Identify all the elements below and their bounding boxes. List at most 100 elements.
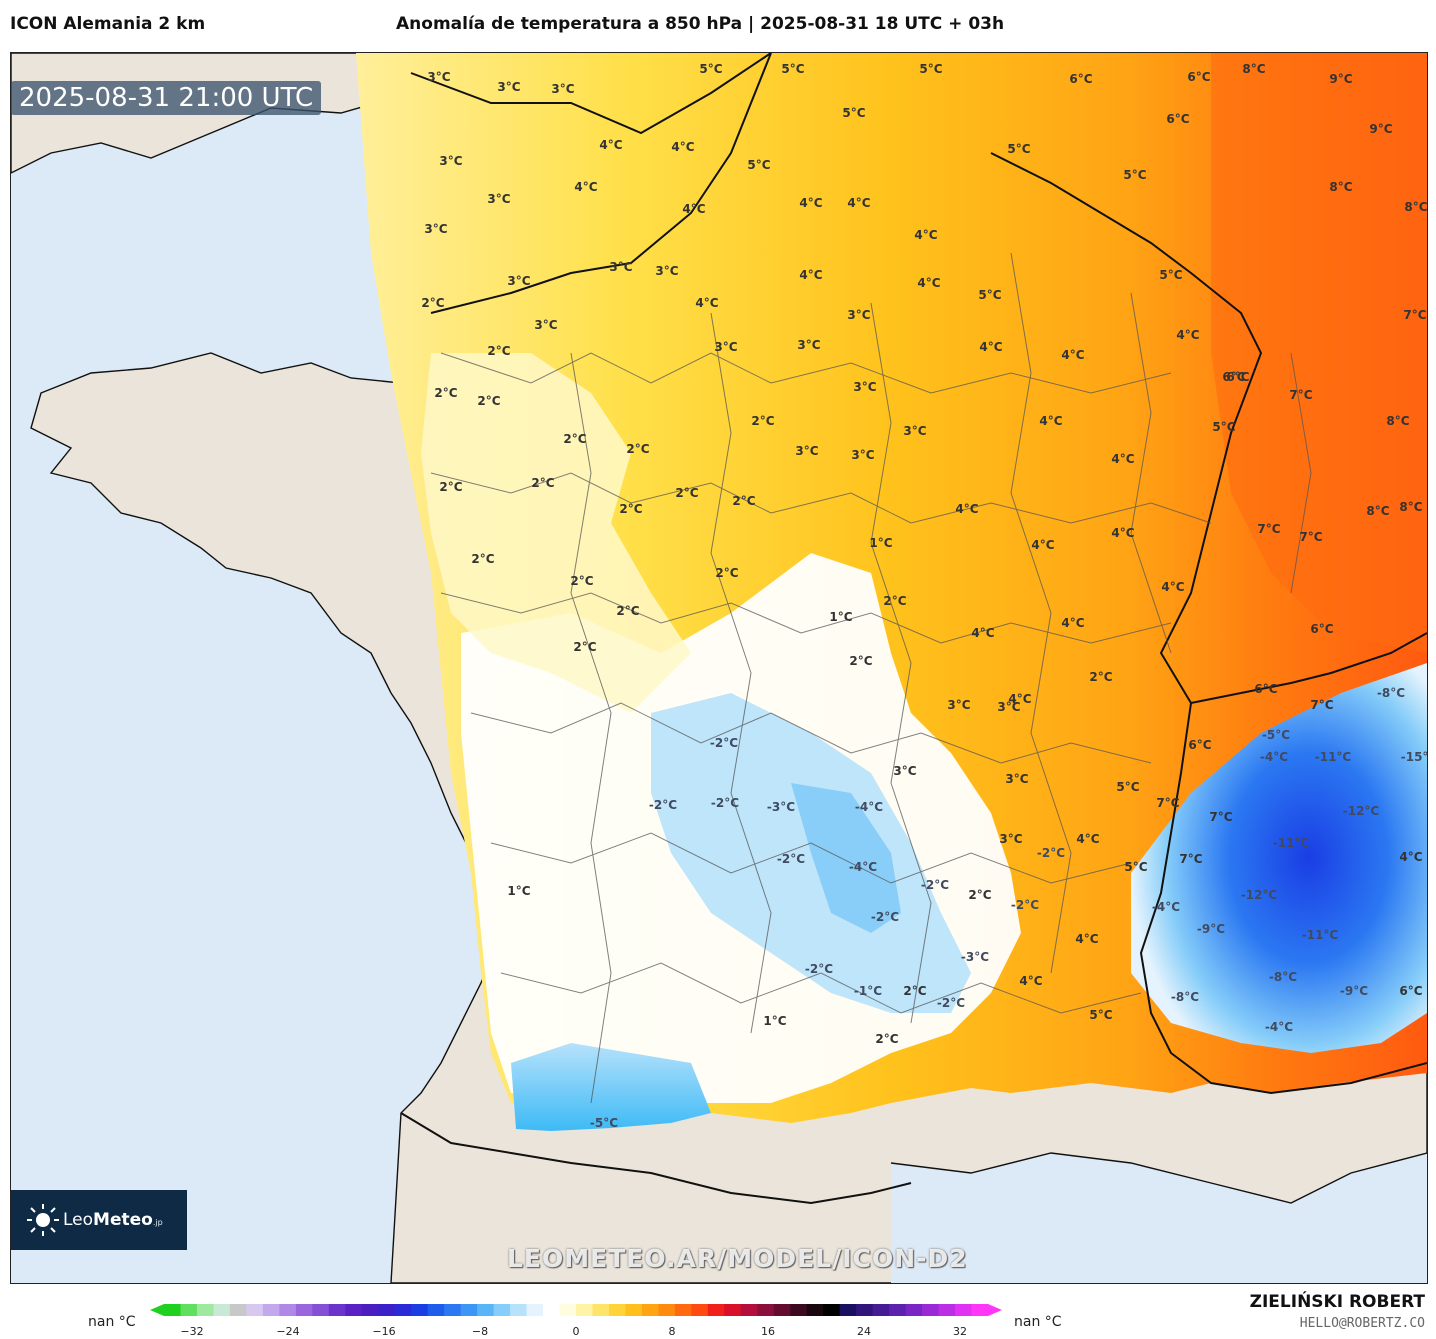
temperature-label: -2°C	[805, 962, 833, 976]
temperature-label: 3°C	[487, 192, 510, 206]
colorbar-tick-label: −32	[180, 1325, 204, 1338]
temperature-label: 2°C	[903, 984, 926, 998]
temperature-label: 4°C	[914, 228, 937, 242]
colorbar-nan-left: nan °C	[88, 1314, 136, 1330]
temperature-label: 3°C	[497, 80, 520, 94]
sun-icon	[27, 1204, 59, 1236]
colorbar-segment	[955, 1304, 973, 1316]
temperature-label: 7°C	[1403, 308, 1426, 322]
temperature-label: -4°C	[1152, 900, 1180, 914]
colorbar-segment	[279, 1304, 297, 1316]
temperature-label: 6°C	[1399, 984, 1422, 998]
colorbar-segment	[213, 1304, 231, 1316]
colorbar-tick-label: 16	[761, 1325, 775, 1338]
colorbar-segment	[559, 1304, 577, 1316]
temperature-label: 2°C	[570, 574, 593, 588]
colorbar-segment	[312, 1304, 330, 1316]
temperature-label: -2°C	[777, 852, 805, 866]
temperature-label: -2°C	[649, 798, 677, 812]
colorbar-segment	[180, 1304, 198, 1316]
temperature-label: 4°C	[1031, 538, 1054, 552]
temperature-label: 7°C	[1257, 522, 1280, 536]
temperature-label: 2°C	[477, 394, 500, 408]
temperature-label: -2°C	[1037, 846, 1065, 860]
regional-boundaries	[430, 252, 1312, 1104]
alps-cold-area	[1131, 663, 1427, 1053]
colorbar-min-arrow	[150, 1304, 164, 1316]
temperature-label: 3°C	[847, 308, 870, 322]
temperature-label: 4°C	[1111, 526, 1134, 540]
colorbar-segment	[905, 1304, 923, 1316]
leometeo-logo[interactable]: LeoMeteo.jp	[11, 1190, 187, 1250]
temperature-label: 3°C	[609, 260, 632, 274]
temperature-label: 3°C	[997, 700, 1020, 714]
colorbar-segment	[345, 1304, 363, 1316]
temperature-label: 6°C	[1254, 682, 1277, 696]
temperature-label: 5°C	[1123, 168, 1146, 182]
colorbar-segment	[938, 1304, 956, 1316]
temperature-label: 7°C	[1289, 388, 1312, 402]
colorbar-segment	[757, 1304, 775, 1316]
temperature-label: 2°C	[1089, 670, 1112, 684]
temperature-label: 2°C	[531, 476, 554, 490]
temperature-label: 2°C	[573, 640, 596, 654]
temperature-label: 5°C	[842, 106, 865, 120]
temperature-label: -2°C	[711, 796, 739, 810]
temperature-label: 3°C	[999, 832, 1022, 846]
cool-blue-core	[791, 783, 901, 933]
colorbar-segment	[229, 1304, 247, 1316]
temperature-label: -2°C	[871, 910, 899, 924]
temperature-label: 1°C	[829, 610, 852, 624]
temperature-label: 4°C	[1161, 580, 1184, 594]
temperature-label: 3°C	[507, 274, 530, 288]
colorbar-tick-label: −8	[471, 1325, 489, 1338]
colorbar-segment	[856, 1304, 874, 1316]
southwest-blue-area	[511, 1043, 711, 1131]
author-email[interactable]: HELLO@ROBERTZ.CO	[1299, 1316, 1425, 1331]
colorbar-tick-label: 32	[953, 1325, 967, 1338]
map-canvas[interactable]: 3°C 3°C 3°C 3°C 3°C 3°C 4°C 4°C 4°C 4°C 4°C 4°C 5°C 5…	[11, 53, 1427, 1283]
temperature-label: -15°C	[1401, 750, 1427, 764]
temperature-label: 4°C	[695, 296, 718, 310]
temperature-label: 4°C	[1176, 328, 1199, 342]
colorbar-segment	[922, 1304, 940, 1316]
map-title: Anomalía de temperatura a 850 hPa | 2025…	[396, 14, 1005, 34]
temperature-label: 8°C	[1386, 414, 1409, 428]
colorbar-segment	[164, 1304, 181, 1316]
colorbar-segment	[262, 1304, 280, 1316]
temperature-label: 2°C	[563, 432, 586, 446]
colorbar-segment	[411, 1304, 429, 1316]
temperature-label: 9°C	[1369, 122, 1392, 136]
temperature-label: -12°C	[1343, 804, 1380, 818]
temperature-label: -9°C	[1197, 922, 1225, 936]
temperature-label: 3°C	[1005, 772, 1028, 786]
temperature-label: 2°C	[675, 486, 698, 500]
temperature-label: -8°C	[1377, 686, 1405, 700]
temperature-label: 4°C	[1075, 932, 1098, 946]
temperature-label: 5°C	[978, 288, 1001, 302]
map-panel[interactable]: 3°C 3°C 3°C 3°C 3°C 3°C 4°C 4°C 4°C 4°C 4°C 4°C 5°C 5…	[10, 52, 1428, 1284]
temperature-labels: 3°C 3°C 3°C 3°C 3°C 3°C 4°C 4°C 4°C 4°C 4°C 4°C 5°C 5…	[421, 62, 1427, 1130]
temperature-label: 3°C	[795, 444, 818, 458]
colorbar-segment	[328, 1304, 346, 1316]
border-line	[1139, 702, 1427, 1095]
temperature-label: -1°C	[854, 984, 882, 998]
temperature-label: 4°C	[1061, 616, 1084, 630]
colorbar-segment	[477, 1304, 495, 1316]
colorbar-segment	[196, 1304, 214, 1316]
temperature-label: 4°C	[1061, 348, 1084, 362]
temperature-label: 5°C	[747, 158, 770, 172]
temperature-label: 3°C	[853, 380, 876, 394]
temperature-label: 5°C	[699, 62, 722, 76]
temperature-label: 2°C	[715, 566, 738, 580]
colorbar-tick-label: 24	[857, 1325, 871, 1338]
temperature-label: 4°C	[574, 180, 597, 194]
temperature-label: -2°C	[937, 996, 965, 1010]
colorbar-tick-label: −24	[276, 1325, 300, 1338]
colorbar-segment	[295, 1304, 313, 1316]
temperature-label: 2°C	[434, 386, 457, 400]
temperature-label: 4°C	[1039, 414, 1062, 428]
logo-wordmark: LeoMeteo.jp	[63, 1210, 163, 1230]
temperature-label: 2°C	[849, 654, 872, 668]
colorbar-segment	[839, 1304, 857, 1316]
